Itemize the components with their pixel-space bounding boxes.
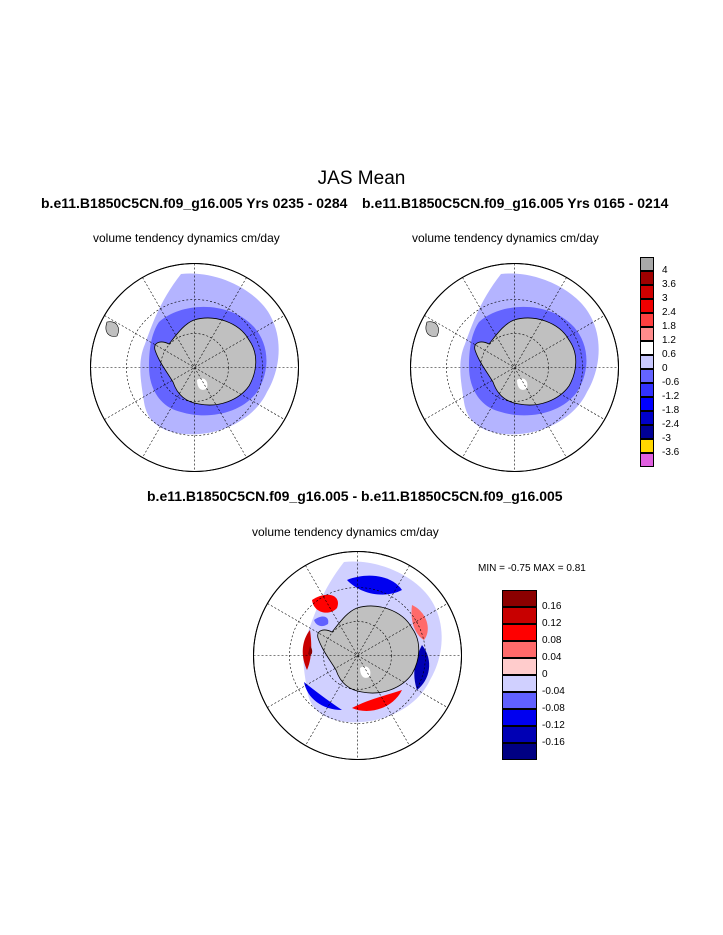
legend-bottom-label: -0.16 [542, 737, 565, 748]
legend-bottom-label: 0.08 [542, 635, 562, 646]
legend-top-color-box [640, 439, 654, 453]
legend-bottom-color-box [502, 726, 537, 743]
legend-bottom-label: -0.08 [542, 703, 565, 714]
legend-bottom-color-box [502, 658, 537, 675]
legend-top-label: -0.6 [662, 377, 680, 388]
legend-top-color-box [640, 453, 654, 467]
polar-map-difference [253, 551, 462, 760]
legend-bottom-color-box [502, 590, 537, 607]
legend-top-label: -3 [662, 433, 671, 444]
legend-top-label: 2.4 [662, 307, 676, 318]
legend-top-color-box [640, 313, 654, 327]
legend-top-color-box [640, 369, 654, 383]
legend-bottom-color-box [502, 641, 537, 658]
page-title: JAS Mean [317, 168, 406, 189]
legend-bottom-label: -0.04 [542, 686, 565, 697]
legend-top-color-box [640, 257, 654, 271]
legend-top-color-box [640, 341, 654, 355]
legend-top-label: 1.8 [662, 321, 676, 332]
legend-top-label: -3.6 [662, 447, 680, 458]
legend-top-label: 3 [662, 293, 668, 304]
legend-bottom-color-box [502, 624, 537, 641]
legend-top-color-box [640, 285, 654, 299]
legend-bottom-label: 0.04 [542, 652, 562, 663]
legend-top-label: -1.8 [662, 405, 680, 416]
polar-map-top-right [410, 263, 619, 472]
legend-top-color-box [640, 425, 654, 439]
legend-top-label: 0.6 [662, 349, 676, 360]
legend-top: 4 3.6 3 2.4 1.8 1.2 0.6 0 -0.6 -1.2 -1.8 -2.4 -3 -3.6 [640, 257, 700, 472]
legend-top-color-box [640, 411, 654, 425]
legend-top-color-box [640, 299, 654, 313]
legend-top-label: -1.2 [662, 391, 680, 402]
map-label-top-left: volume tendency dynamics cm/day [93, 231, 280, 245]
legend-top-color-box [640, 327, 654, 341]
subtitle-top-right: b.e11.B1850C5CN.f09_g16.005 Yrs 0165 - 0… [362, 195, 669, 211]
subtitle-bottom: b.e11.B1850C5CN.f09_g16.005 - b.e11.B185… [147, 488, 563, 504]
legend-bottom-color-box [502, 675, 537, 692]
map-label-bottom: volume tendency dynamics cm/day [252, 525, 439, 539]
legend-bottom-label: 0 [542, 669, 548, 680]
min-max-readout: MIN = -0.75 MAX = 0.81 [478, 563, 586, 574]
legend-bottom-label: -0.12 [542, 720, 565, 731]
legend-top-label: 4 [662, 265, 668, 276]
legend-top-color-box [640, 383, 654, 397]
legend-bottom-color-box [502, 607, 537, 624]
polar-map-top-left [90, 263, 299, 472]
legend-bottom: 0.16 0.12 0.08 0.04 0 -0.04 -0.08 -0.12 -0.16 [502, 590, 582, 765]
legend-bottom-color-box [502, 743, 537, 760]
legend-bottom-color-box [502, 692, 537, 709]
subtitle-top-left: b.e11.B1850C5CN.f09_g16.005 Yrs 0235 - 0… [41, 195, 348, 211]
legend-bottom-label: 0.16 [542, 601, 562, 612]
legend-top-label: 0 [662, 363, 668, 374]
legend-bottom-label: 0.12 [542, 618, 562, 629]
legend-top-color-box [640, 271, 654, 285]
legend-top-color-box [640, 397, 654, 411]
legend-top-label: 3.6 [662, 279, 676, 290]
map-label-top-right: volume tendency dynamics cm/day [412, 231, 599, 245]
legend-top-color-box [640, 355, 654, 369]
legend-top-label: -2.4 [662, 419, 680, 430]
legend-top-label: 1.2 [662, 335, 676, 346]
legend-bottom-color-box [502, 709, 537, 726]
